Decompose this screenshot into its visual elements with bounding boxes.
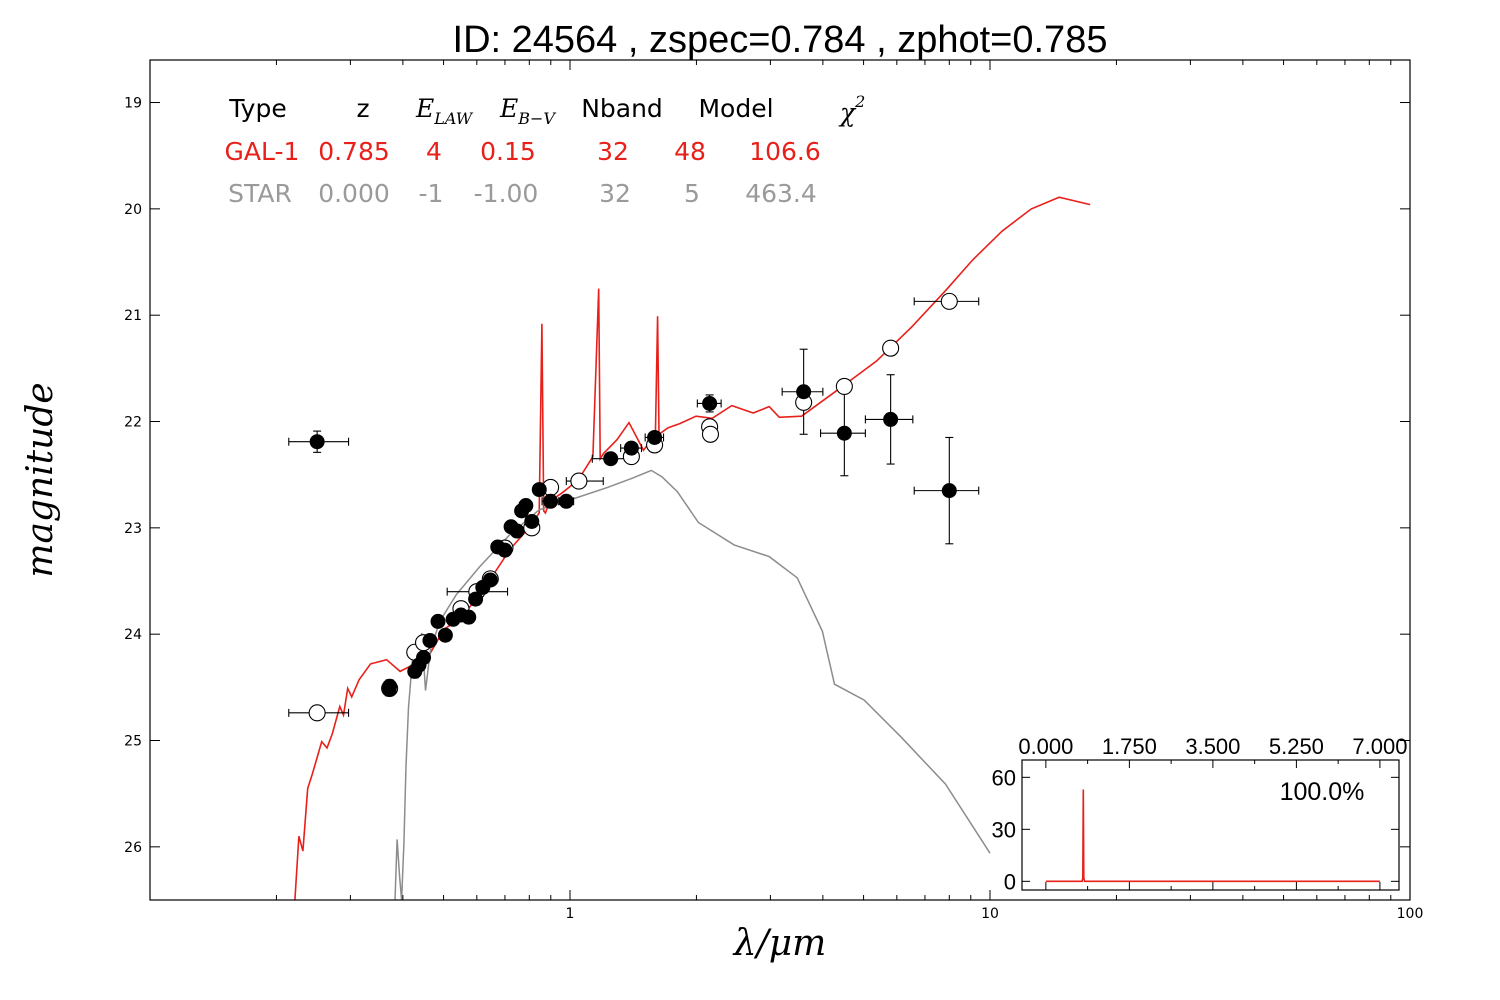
x-tick-label: 10 <box>981 906 999 922</box>
y-tick-label: 26 <box>124 840 142 856</box>
table-row-galaxy: GAL-1 0.785 4 0.15 32 48 106.6 <box>225 137 821 166</box>
observed-point <box>497 542 513 558</box>
plot-frame <box>149 59 1411 901</box>
main-plot: 19 20 21 22 23 24 25 26 1 10 100 <box>124 59 1424 922</box>
star-template-curve <box>394 469 991 900</box>
inset-y-tick-label: 60 <box>992 765 1016 790</box>
inset-x-tick-label: 1.750 <box>1102 734 1157 759</box>
observed-point <box>883 411 899 427</box>
error-bars <box>288 297 980 717</box>
model-point <box>940 292 958 310</box>
inset-x-tick-label: 0.000 <box>1018 734 1073 759</box>
star-chi2: 463.4 <box>745 179 817 208</box>
gal-model: 48 <box>674 137 706 166</box>
y-tick-label: 24 <box>124 627 142 643</box>
table-header-model: Model <box>698 94 773 123</box>
y-tick-labels: 19 20 21 22 23 24 25 26 <box>124 96 142 856</box>
observed-point <box>524 513 540 529</box>
y-tick-label: 20 <box>124 202 142 218</box>
gal-chi2: 106.6 <box>749 137 821 166</box>
gal-z: 0.785 <box>318 137 390 166</box>
redshift-pdf-inset: 0.000 1.750 3.500 5.250 7.000 0 30 60 100.0% <box>992 734 1408 894</box>
inset-y-tick-label: 30 <box>992 817 1016 842</box>
fit-table: Type z ELAW EB−V Nband Model χ2 GAL-1 0.… <box>225 92 866 208</box>
observed-point <box>461 609 477 625</box>
inset-x-tick-label: 3.500 <box>1185 734 1240 759</box>
model-point <box>882 339 900 357</box>
inset-x-ticks: 0.000 1.750 3.500 5.250 7.000 <box>1018 734 1407 890</box>
table-header-nband: Nband <box>581 94 663 123</box>
model-point <box>835 377 853 395</box>
y-axis-label: magnitude <box>20 382 61 577</box>
inset-x-tick-label: 7.000 <box>1352 734 1407 759</box>
table-header-elaw: ELAW <box>415 94 474 128</box>
observed-point <box>437 627 453 643</box>
star-nband: 32 <box>599 179 631 208</box>
table-row-star: STAR 0.000 -1 -1.00 32 5 463.4 <box>228 179 817 208</box>
observed-point <box>702 395 718 411</box>
inset-y-tick-label: 0 <box>1004 869 1016 894</box>
inset-x-tick-label: 5.250 <box>1269 734 1324 759</box>
observed-point <box>941 483 957 499</box>
x-tick-label: 1 <box>566 906 575 922</box>
gal-elaw: 4 <box>426 137 442 166</box>
table-header-ebv: EB−V <box>499 94 556 128</box>
model-point <box>701 425 720 443</box>
observed-point <box>482 572 498 588</box>
y-tick-label: 23 <box>124 521 142 537</box>
observed-point <box>309 434 325 450</box>
chart-title: ID: 24564 , zspec=0.784 , zphot=0.785 <box>453 19 1108 61</box>
gal-ebv: 0.15 <box>480 137 536 166</box>
star-elaw: -1 <box>419 179 444 208</box>
model-point <box>308 704 326 722</box>
observed-point <box>422 633 438 649</box>
observed-point <box>382 678 398 694</box>
star-model: 5 <box>684 179 700 208</box>
inset-y-ticks: 0 30 60 <box>992 765 1399 894</box>
observed-point <box>623 440 639 456</box>
table-header-chi2: χ2 <box>838 92 865 127</box>
sed-curves <box>294 196 1091 900</box>
gal-nband: 32 <box>597 137 629 166</box>
y-tick-label: 21 <box>124 308 142 324</box>
observed-point <box>416 650 432 666</box>
observed-point <box>836 425 852 441</box>
observed-point <box>518 498 534 514</box>
model-point <box>570 472 588 490</box>
x-tick-labels: 1 10 100 <box>566 906 1424 922</box>
observed-point <box>468 591 484 607</box>
observed-point <box>543 493 559 509</box>
y-tick-label: 25 <box>124 734 142 750</box>
observed-point <box>603 451 619 467</box>
gal-type: GAL-1 <box>225 137 300 166</box>
table-header-type: Type <box>228 94 286 123</box>
star-type: STAR <box>228 179 292 208</box>
star-z: 0.000 <box>318 179 390 208</box>
observed-point <box>647 429 663 445</box>
photometry-markers <box>308 292 958 722</box>
galaxy-template-curve <box>294 196 1091 900</box>
observed-point <box>558 493 574 509</box>
inset-annotation: 100.0% <box>1280 778 1365 806</box>
y-tick-label: 19 <box>124 96 142 112</box>
observed-point <box>796 384 812 400</box>
observed-point <box>509 523 525 539</box>
x-tick-label: 100 <box>1397 906 1424 922</box>
observed-point <box>531 482 547 498</box>
table-header-z: z <box>356 94 369 123</box>
star-ebv: -1.00 <box>474 179 539 208</box>
inset-frame <box>1021 759 1400 891</box>
inset-pdf-line <box>1045 789 1380 883</box>
x-axis-label: λ/μm <box>732 923 826 964</box>
observed-point <box>430 613 446 629</box>
y-tick-label: 22 <box>124 415 142 431</box>
